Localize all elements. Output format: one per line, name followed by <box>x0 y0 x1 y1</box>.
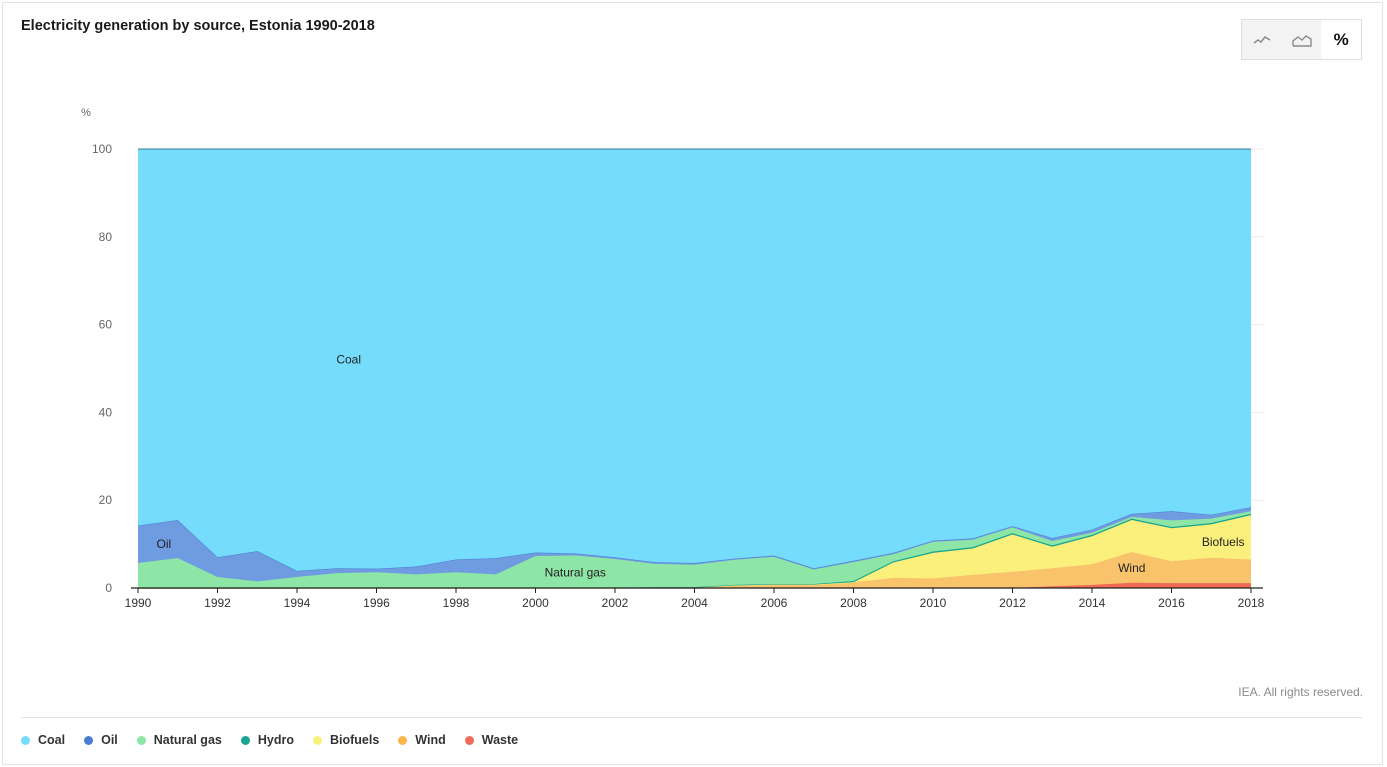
x-tick-label: 1994 <box>284 596 311 610</box>
area-coal <box>138 149 1251 571</box>
percent-button[interactable]: % <box>1321 20 1362 59</box>
axes: 0 20 40 60 80 100% 1990 1992 1994 1996 1998 2000 200… <box>81 107 1265 610</box>
area-natural-gas <box>138 511 1251 588</box>
x-tick-label: 1992 <box>204 596 231 610</box>
y-tick-label: 20 <box>99 493 113 507</box>
legend-label: Oil <box>101 733 118 747</box>
x-tick-label: 2004 <box>681 596 708 610</box>
line-chart-button[interactable] <box>1242 20 1282 59</box>
legend-swatch <box>464 735 474 745</box>
percent-icon: % <box>1333 29 1349 49</box>
legend-label: Waste <box>481 733 519 747</box>
area-chart-button[interactable] <box>1282 20 1322 59</box>
legend-label: Coal <box>38 733 66 747</box>
chart-mode-toggle: % <box>1241 19 1362 60</box>
area-label-coal: Coal <box>336 353 361 367</box>
y-tick-label: 60 <box>99 318 113 332</box>
legend-item-biofuels[interactable]: Biofuels <box>312 733 380 747</box>
x-tick-label: 2002 <box>602 596 629 610</box>
legend-swatch <box>398 735 408 745</box>
area-label-wind: Wind <box>1118 561 1145 575</box>
legend-swatch <box>21 735 30 745</box>
x-tick-label: 2006 <box>761 596 788 610</box>
legend-label: Hydro <box>257 733 294 747</box>
x-tick-label: 2008 <box>840 596 867 610</box>
area-label-biofuels: Biofuels <box>1202 535 1245 549</box>
stacked-areas <box>137 148 1252 589</box>
legend-label: Wind <box>415 733 446 747</box>
x-tick-label: 1996 <box>363 596 390 610</box>
y-axis-unit: % <box>81 107 91 119</box>
legend-item-waste[interactable]: Waste <box>464 733 519 747</box>
x-tick-label: 2000 <box>522 596 549 610</box>
x-tick-label: 1998 <box>443 596 470 610</box>
x-tick-label: 2018 <box>1238 596 1265 610</box>
x-tick-label: 2014 <box>1079 596 1106 610</box>
area-labels: Coal Oil Natural gas Wind Biofuels <box>157 353 1245 580</box>
legend-divider <box>21 717 1362 718</box>
legend-label: Natural gas <box>153 733 222 747</box>
chart-title: Electricity generation by source, Estoni… <box>21 18 375 34</box>
legend-item-oil[interactable]: Oil <box>84 733 118 747</box>
area-chart: 0 20 40 60 80 100% 1990 1992 1994 1996 1998 2000 200… <box>81 107 1265 610</box>
x-tick-label: 1990 <box>125 596 152 610</box>
x-tick-label: 2010 <box>920 596 947 610</box>
legend-label: Biofuels <box>329 733 380 747</box>
legend-swatch <box>312 735 322 745</box>
source-note: IEA. All rights reserved. <box>1238 685 1363 699</box>
legend-item-natural-gas[interactable]: Natural gas <box>136 733 222 747</box>
legend-swatch <box>84 735 94 745</box>
area-hydro <box>138 513 1251 588</box>
x-tick-label: 2016 <box>1158 596 1185 610</box>
legend-item-coal[interactable]: Coal <box>21 733 65 747</box>
area-biofuels <box>138 515 1251 588</box>
legend-swatch <box>136 735 146 745</box>
legend: Coal Oil Natural gas Hydro Biofuels Wind Waste <box>21 733 518 747</box>
area-chart-icon <box>1291 34 1312 47</box>
y-tick-label: 40 <box>99 405 113 419</box>
legend-swatch <box>240 735 250 745</box>
y-tick-label: 0 <box>105 581 112 595</box>
area-label-natural-gas: Natural gas <box>545 566 606 580</box>
area-label-oil: Oil <box>157 537 172 551</box>
y-tick-label: 80 <box>99 230 113 244</box>
area-oil <box>138 507 1251 582</box>
line-chart-icon <box>1253 35 1271 44</box>
y-tick-label: 100 <box>92 142 112 156</box>
legend-item-hydro[interactable]: Hydro <box>240 733 294 747</box>
legend-item-wind[interactable]: Wind <box>398 733 446 747</box>
area-wind <box>138 552 1251 588</box>
x-tick-label: 2012 <box>999 596 1026 610</box>
